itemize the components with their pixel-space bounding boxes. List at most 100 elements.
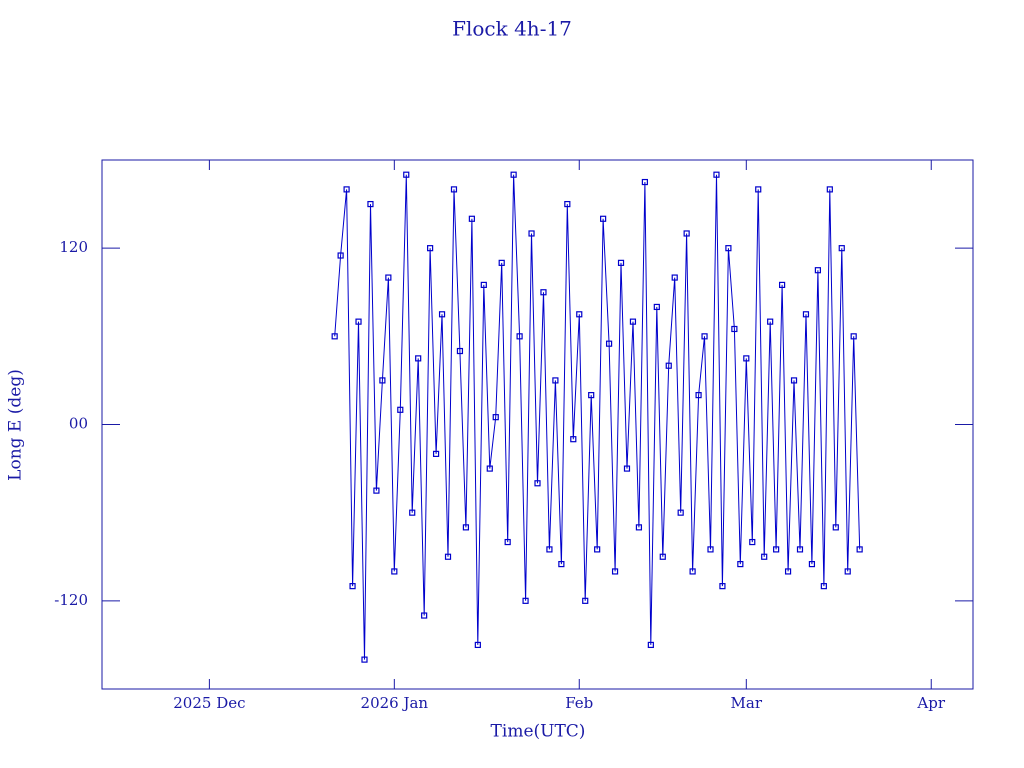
data-point (516, 333, 523, 340)
data-point (343, 186, 350, 193)
data-point (701, 333, 708, 340)
data-point (796, 546, 804, 553)
data-point (647, 641, 654, 649)
data-point (456, 347, 464, 355)
data-point (552, 377, 559, 384)
y-tick-label: -120 (54, 591, 88, 609)
data-point (361, 656, 368, 663)
data-point (498, 259, 505, 266)
data-point (331, 333, 338, 340)
data-point (844, 568, 851, 575)
data-point (784, 568, 792, 575)
data-point (802, 311, 810, 318)
data-point (385, 274, 392, 281)
data-point (540, 289, 547, 296)
data-point (749, 538, 756, 546)
data-point (409, 509, 416, 516)
data-point (504, 538, 511, 546)
x-tick-label: Feb (565, 694, 593, 712)
data-point (468, 215, 475, 222)
y-tick-label: 00 (69, 415, 88, 433)
data-point (480, 281, 487, 289)
data-point (808, 560, 816, 568)
chart-title: Flock 4h-17 (452, 17, 572, 41)
data-point (600, 215, 607, 222)
data-point (534, 480, 541, 487)
data-point (379, 377, 386, 384)
data-point (713, 171, 720, 178)
data-point (611, 568, 619, 575)
data-point (761, 553, 768, 560)
x-tick-label: Apr (916, 694, 945, 712)
data-point (415, 355, 422, 362)
data-point (570, 436, 577, 443)
plot-frame (101, 159, 974, 690)
data-point (832, 524, 839, 531)
data-point (623, 465, 631, 472)
data-point (641, 178, 648, 186)
data-point (462, 524, 470, 531)
data-point (582, 597, 589, 604)
x-tick-label: Mar (731, 694, 763, 712)
y-tick-label: 120 (59, 238, 88, 256)
data-point (427, 245, 434, 252)
data-point (588, 392, 595, 399)
data-point (492, 414, 499, 421)
data-point (397, 406, 404, 413)
data-point (778, 281, 786, 289)
data-point (421, 612, 428, 619)
data-point (522, 597, 529, 604)
data-point (391, 568, 398, 575)
x-tick-label: 2026 Jan (361, 694, 429, 712)
data-point (850, 333, 857, 340)
data-line (334, 174, 861, 660)
data-point (486, 465, 493, 472)
data-point (528, 230, 535, 237)
y-axis-label: Long E (deg) (6, 369, 26, 481)
data-point (594, 546, 601, 553)
data-point (403, 171, 410, 178)
data-point (373, 487, 380, 494)
data-point (820, 583, 827, 590)
data-point (731, 325, 738, 333)
data-point (367, 200, 374, 208)
data-point (438, 311, 446, 318)
data-point (576, 311, 583, 318)
data-point (450, 186, 458, 193)
data-point (546, 546, 553, 553)
data-point (617, 259, 625, 266)
x-tick-label: 2025 Dec (173, 694, 245, 712)
data-point (474, 641, 481, 649)
data-point (665, 362, 672, 369)
data-point (725, 245, 732, 252)
data-point (773, 546, 780, 553)
data-point (444, 553, 452, 560)
data-point (558, 560, 565, 568)
x-axis-label: Time(UTC) (491, 722, 586, 742)
data-point (695, 392, 702, 399)
data-point (737, 560, 744, 568)
data-point (355, 318, 362, 325)
data-point (510, 171, 517, 178)
data-point (683, 230, 690, 237)
data-point (856, 546, 863, 553)
data-point (755, 186, 762, 193)
data-point (743, 355, 750, 362)
data-point (337, 252, 344, 259)
data-point (838, 245, 845, 252)
data-point (677, 509, 684, 516)
data-point (707, 546, 714, 553)
data-point (564, 200, 571, 208)
data-point (653, 303, 660, 311)
data-point (629, 318, 637, 325)
data-point (719, 583, 726, 590)
data-point (659, 553, 666, 560)
data-point (349, 583, 356, 590)
data-point (790, 377, 798, 384)
data-point (432, 450, 440, 457)
data-point (826, 186, 833, 193)
data-point (689, 568, 696, 575)
data-point (635, 524, 643, 531)
data-point (671, 274, 678, 281)
